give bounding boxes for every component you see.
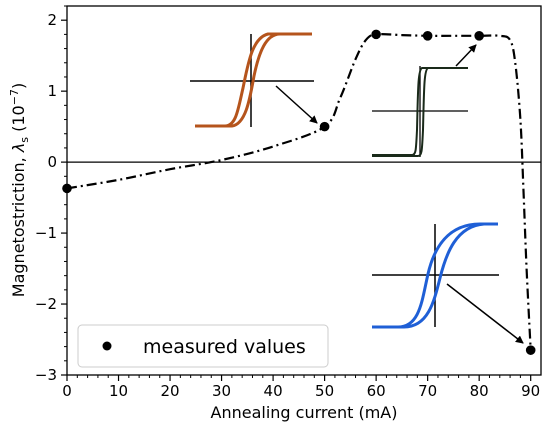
y-tick-label: −2 — [35, 295, 57, 313]
x-tick-label: 0 — [62, 382, 72, 400]
brown-inset-arrow — [275, 85, 318, 124]
data-point — [319, 121, 330, 132]
x-tick-label: 70 — [418, 382, 437, 400]
data-point — [474, 31, 484, 41]
x-tick-label: 10 — [109, 382, 128, 400]
data-point — [371, 29, 381, 40]
black-loop-branch-up — [372, 67, 468, 156]
data-point — [525, 345, 536, 355]
legend-label: measured values — [143, 336, 306, 358]
blue-inset-arrow — [446, 283, 524, 344]
brown-loop-branch-up — [195, 32, 312, 128]
y-tick-label: −3 — [35, 366, 57, 384]
blue-loop-branch-up — [372, 222, 498, 329]
legend-marker — [102, 341, 112, 351]
black-hysteresis-inset — [372, 44, 477, 157]
dash-dot-trend-line — [66, 33, 532, 351]
black-inset-arrow — [455, 44, 477, 67]
black-loop-branch-down — [372, 67, 468, 157]
brown-loop-branch-down — [195, 32, 312, 128]
data-point — [62, 183, 72, 194]
plot-frame — [66, 5, 542, 376]
x-tick-label: 30 — [212, 382, 231, 400]
y-tick-label: 1 — [47, 82, 57, 100]
y-tick-label: −1 — [35, 224, 57, 242]
blue-hysteresis-inset — [372, 222, 524, 344]
x-tick-label: 40 — [264, 382, 283, 400]
y-axis-ticks: −3 −2 −1 0 1 2 — [35, 5, 67, 384]
blue-loop-branch-down — [372, 222, 498, 329]
y-tick-label: 2 — [47, 11, 57, 29]
legend: measured values — [77, 324, 329, 368]
legend-box — [77, 324, 329, 368]
x-tick-label: 50 — [315, 382, 334, 400]
x-axis-title: Annealing current (mA) — [211, 403, 398, 422]
x-tick-label: 80 — [470, 382, 489, 400]
y-axis-title: Magnetostriction, λs (10−7) — [8, 83, 31, 297]
data-markers — [62, 29, 536, 355]
x-axis-ticks: 0 10 20 30 40 50 60 70 80 90 — [62, 375, 540, 400]
x-tick-label: 90 — [521, 382, 540, 400]
y-tick-label: 0 — [47, 153, 57, 171]
brown-hysteresis-inset — [190, 32, 318, 128]
x-tick-label: 60 — [367, 382, 386, 400]
data-point — [422, 31, 433, 41]
x-tick-label: 20 — [160, 382, 179, 400]
